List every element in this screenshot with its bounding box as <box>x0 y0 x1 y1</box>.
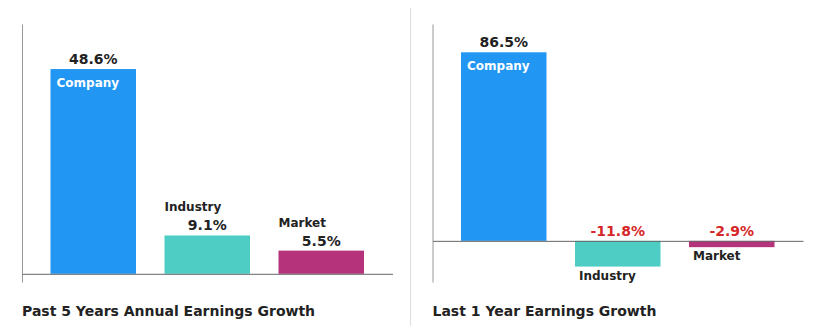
value-label: 5.5% <box>302 233 341 249</box>
value-label: 9.1% <box>188 217 227 233</box>
value-label: 48.6% <box>69 51 118 67</box>
category-label: Market <box>279 216 327 230</box>
x-axis <box>433 241 804 242</box>
category-label: Industry <box>165 200 222 214</box>
chart-title: Last 1 Year Earnings Growth <box>433 303 657 319</box>
category-label: Market <box>693 249 741 263</box>
baseline <box>433 241 804 242</box>
bar <box>461 52 547 241</box>
chart-root: 48.6% 9.1% 5.5% Company Industry Market Past 5… <box>0 0 821 334</box>
bar <box>51 69 137 274</box>
chart-svg: 48.6% 9.1% 5.5% Company Industry Market Past 5… <box>0 0 821 334</box>
bar <box>279 251 365 274</box>
value-label: 86.5% <box>479 34 528 50</box>
category-label: Industry <box>579 269 636 283</box>
panel-separator <box>410 8 411 326</box>
bar <box>165 235 251 273</box>
bars <box>461 52 775 266</box>
bar <box>575 241 661 267</box>
panel: 86.5% -11.8% -2.9% Company Industry Market Las… <box>433 25 804 320</box>
x-axis <box>23 274 394 275</box>
y-axis <box>433 25 434 283</box>
panel: 48.6% 9.1% 5.5% Company Industry Market Past 5… <box>22 25 393 320</box>
chart-title: Past 5 Years Annual Earnings Growth <box>22 303 315 319</box>
y-axis-line <box>433 25 434 283</box>
value-label: -2.9% <box>709 223 754 239</box>
labels: 86.5% -11.8% -2.9% Company Industry Market <box>467 34 754 282</box>
labels: 48.6% 9.1% 5.5% Company Industry Market <box>57 51 341 249</box>
category-label: Company <box>57 76 120 90</box>
category-label: Company <box>467 59 530 73</box>
y-axis-line <box>22 25 23 283</box>
y-axis <box>22 25 23 283</box>
baseline <box>23 274 394 275</box>
value-label: -11.8% <box>591 223 645 239</box>
bars <box>51 69 365 274</box>
